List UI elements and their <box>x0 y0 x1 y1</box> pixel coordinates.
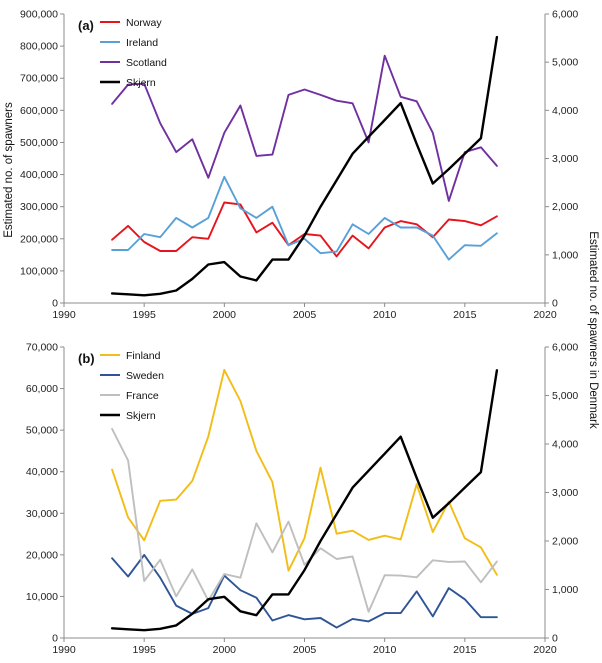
panel-a-y-right-tick-label: 2,000 <box>552 201 578 213</box>
panel-a-x-tick-label: 2015 <box>453 309 477 321</box>
panel-a-y-right-tick-label: 3,000 <box>552 153 578 165</box>
panel-a-y-right-tick-label: 6,000 <box>552 9 578 21</box>
panel-b-y-left-tick-label: 50,000 <box>26 425 58 437</box>
panel-b-y-right-tick-label: 1,000 <box>552 584 578 596</box>
panel-b-series-sweden-line <box>111 553 498 629</box>
panel-a-y-left-tick-label: 600,000 <box>20 105 58 117</box>
panel-b-series-france-line <box>111 427 498 613</box>
panel-b-y-right-tick-label: 4,000 <box>552 439 578 451</box>
panel-a-legend-scotland-label: Scotland <box>126 57 167 69</box>
panel-a-legend-norway-label: Norway <box>126 17 162 29</box>
panel-b-y-right-tick-label: 5,000 <box>552 390 578 402</box>
panel-b-y-left-tick-label: 10,000 <box>26 591 58 603</box>
panel-a-y-left-tick-label: 500,000 <box>20 137 58 149</box>
panel-a-x-tick-label: 2000 <box>213 309 237 321</box>
panel-b-x-tick-label: 2010 <box>373 644 397 656</box>
panel-b-y-left-tick-label: 30,000 <box>26 508 58 520</box>
panel-b-x-tick-label: 2015 <box>453 644 477 656</box>
panel-a-y-left-tick-label: 400,000 <box>20 169 58 181</box>
panel-b-y-right-tick-label: 3,000 <box>552 487 578 499</box>
y-axis-title-right: Estimated no. of spawners in Denmark <box>587 231 599 429</box>
panel-b-y-left-tick-label: 0 <box>52 633 58 645</box>
panel-a-series-ireland-line <box>111 175 498 261</box>
panel-a-y-left-tick-label: 700,000 <box>20 73 58 85</box>
panel-b-x-tick-label: 2000 <box>213 644 237 656</box>
panel-b-legend-skjern-label: Skjern <box>126 410 156 422</box>
panel-b-y-right-tick-label: 2,000 <box>552 536 578 548</box>
panel-b-y-left-tick-label: 20,000 <box>26 549 58 561</box>
panel-b-label: (b) <box>78 351 95 366</box>
panel-b-x-tick-label: 1995 <box>132 644 156 656</box>
panel-a-y-left-tick-label: 100,000 <box>20 265 58 277</box>
panel-a-y-right-tick-label: 0 <box>552 298 558 310</box>
panel-b-x-tick-label: 2020 <box>533 644 557 656</box>
panel-a-x-tick-label: 2010 <box>373 309 397 321</box>
panel-b-y-left-tick-label: 40,000 <box>26 466 58 478</box>
panel-a-y-right-tick-label: 1,000 <box>552 249 578 261</box>
panel-a-series-scotland-line <box>111 54 498 202</box>
panel-b-x-tick-label: 1990 <box>52 644 76 656</box>
panel-b-y-right-tick-label: 0 <box>552 633 558 645</box>
panel-a-x-tick-label: 1995 <box>132 309 156 321</box>
panel-a-legend-ireland-label: Ireland <box>126 37 158 49</box>
panel-a-x-tick-label: 2020 <box>533 309 557 321</box>
y-axis-title-left: Estimated no. of spawners <box>3 102 15 238</box>
panel-a-y-left-tick-label: 300,000 <box>20 201 58 213</box>
panel-a-x-tick-label: 2005 <box>293 309 317 321</box>
panel-a-y-left-tick-label: 200,000 <box>20 233 58 245</box>
panel-b-series-skjern-line <box>110 369 499 632</box>
panel-a-series-skjern-line <box>110 35 499 297</box>
panel-a-label: (a) <box>78 18 94 33</box>
panel-b-series-finland-line <box>111 368 498 576</box>
panel-a-y-right-tick-label: 5,000 <box>552 57 578 69</box>
panel-b-legend-finland-label: Finland <box>126 350 161 362</box>
panel-b-x-tick-label: 2005 <box>293 644 317 656</box>
panel-a-series-norway-line <box>111 201 498 258</box>
panel-b-y-left-tick-label: 60,000 <box>26 383 58 395</box>
panel-a-y-left-tick-label: 900,000 <box>20 9 58 21</box>
panel-a-legend-skjern-label: Skjern <box>126 77 156 89</box>
panel-b-y-left-tick-label: 70,000 <box>26 342 58 354</box>
panel-a-y-right-tick-label: 4,000 <box>552 105 578 117</box>
panel-a-y-left-tick-label: 800,000 <box>20 41 58 53</box>
panel-b-y-right-tick-label: 6,000 <box>552 342 578 354</box>
panel-a-x-tick-label: 1990 <box>52 309 76 321</box>
panel-a-y-left-tick-label: 0 <box>52 298 58 310</box>
panel-b-legend-france-label: France <box>126 390 159 402</box>
panel-b-legend-sweden-label: Sweden <box>126 370 164 382</box>
